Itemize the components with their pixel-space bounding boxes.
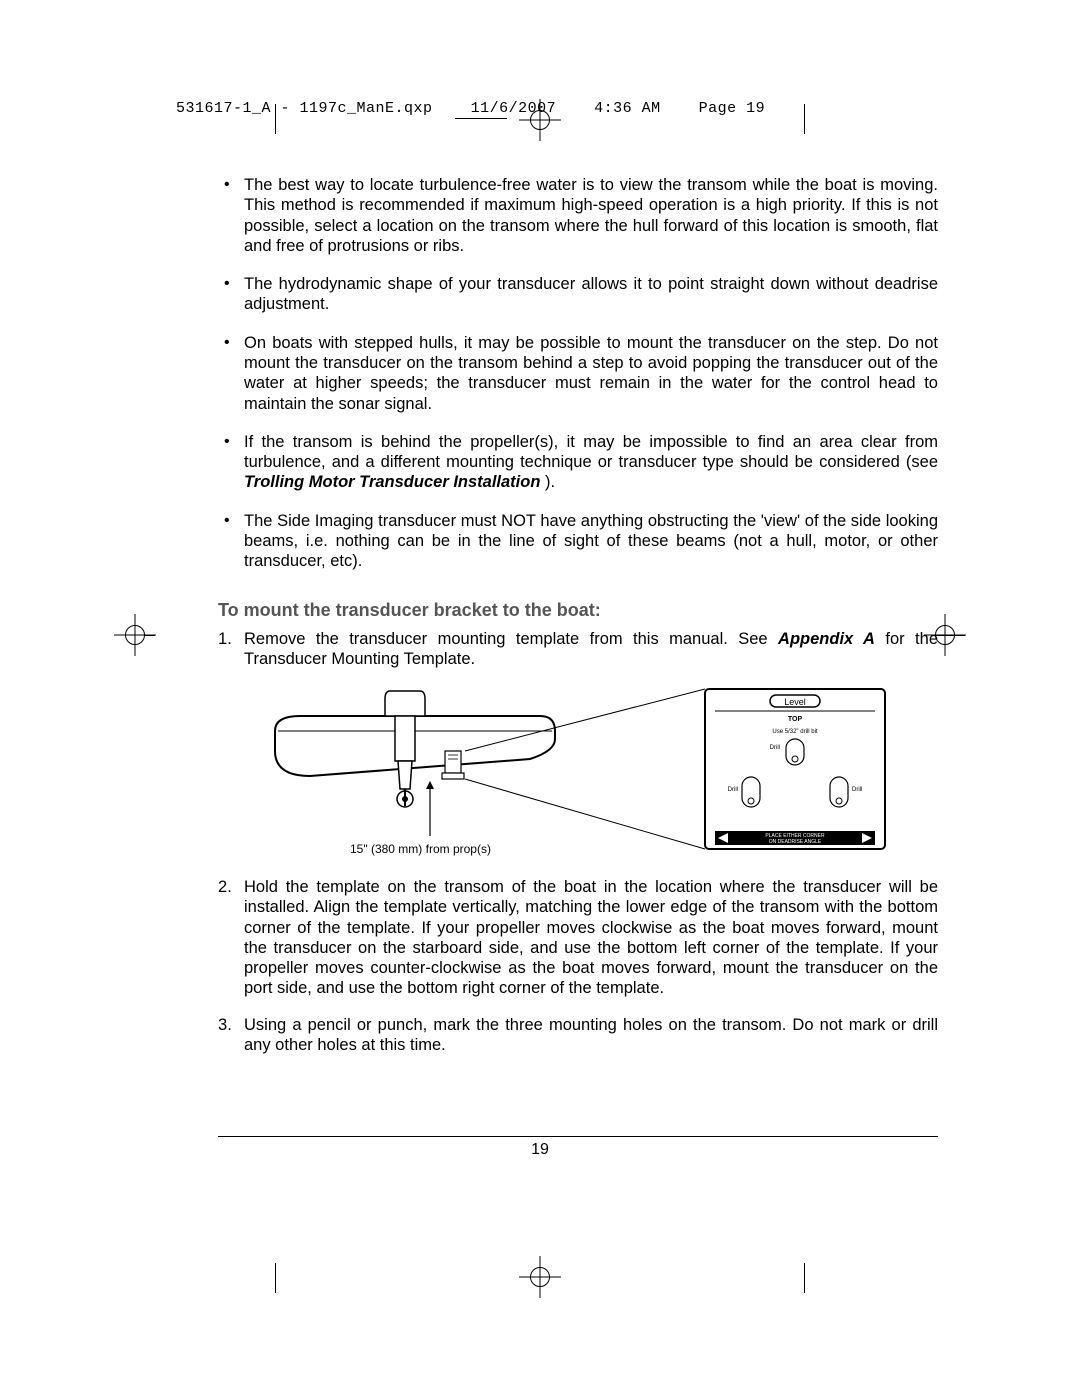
step-item: Remove the transducer mounting template … (218, 629, 938, 862)
bullet-reference: Trolling Motor Transducer Installation (244, 473, 540, 491)
bullet-item: On boats with stepped hulls, it may be p… (218, 333, 938, 414)
steps-list: Remove the transducer mounting template … (218, 629, 938, 1056)
figure-caption: 15" (380 mm) from prop(s) (350, 842, 491, 857)
header-page: Page 19 (699, 100, 766, 117)
crop-mark-bottom (0, 1267, 1080, 1287)
svg-text:Drill: Drill (728, 787, 738, 793)
content-area: The best way to locate turbulence-free w… (218, 175, 938, 1071)
header-time: 4:36 AM (594, 100, 661, 117)
svg-text:ON DEADRISE ANGLE: ON DEADRISE ANGLE (769, 839, 822, 845)
print-header: 531617-1_A - 1197c_ManE.qxp 11/6/2007 4:… (176, 100, 765, 117)
footer-rule (218, 1136, 938, 1137)
registration-icon (530, 1267, 550, 1287)
crop-mark-left (125, 625, 145, 645)
bullet-tail: ). (540, 473, 555, 491)
bullet-list: The best way to locate turbulence-free w… (218, 175, 938, 572)
svg-text:Drill: Drill (770, 745, 780, 751)
bullet-item: The Side Imaging transducer must NOT hav… (218, 511, 938, 572)
bullet-text: If the transom is behind the propeller(s… (244, 433, 938, 471)
step-item: Using a pencil or punch, mark the three … (218, 1015, 938, 1056)
top-label: TOP (788, 716, 803, 723)
header-underline (455, 118, 507, 119)
step-text: Remove the transducer mounting template … (244, 630, 778, 648)
step-reference: Appendix A (778, 630, 875, 648)
transducer-figure: Level TOP Use 5/32" drill bit Drill Dril… (270, 681, 910, 861)
page: 531617-1_A - 1197c_ManE.qxp 11/6/2007 4:… (0, 0, 1080, 1397)
bullet-item: If the transom is behind the propeller(s… (218, 432, 938, 493)
boat-diagram-icon: Level TOP Use 5/32" drill bit Drill Dril… (270, 681, 910, 861)
level-label: Level (784, 697, 806, 707)
section-heading: To mount the transducer bracket to the b… (218, 600, 938, 621)
header-date: 11/6/2007 (471, 100, 557, 117)
svg-text:Drill: Drill (852, 787, 862, 793)
crop-mark-right (935, 625, 955, 645)
drill-note-label: Use 5/32" drill bit (772, 729, 817, 735)
page-number: 19 (0, 1141, 1080, 1159)
bullet-item: The hydrodynamic shape of your transduce… (218, 274, 938, 315)
bullet-item: The best way to locate turbulence-free w… (218, 175, 938, 256)
header-file: 531617-1_A - 1197c_ManE.qxp (176, 100, 433, 117)
step-item: Hold the template on the transom of the … (218, 877, 938, 999)
registration-icon (125, 625, 145, 645)
